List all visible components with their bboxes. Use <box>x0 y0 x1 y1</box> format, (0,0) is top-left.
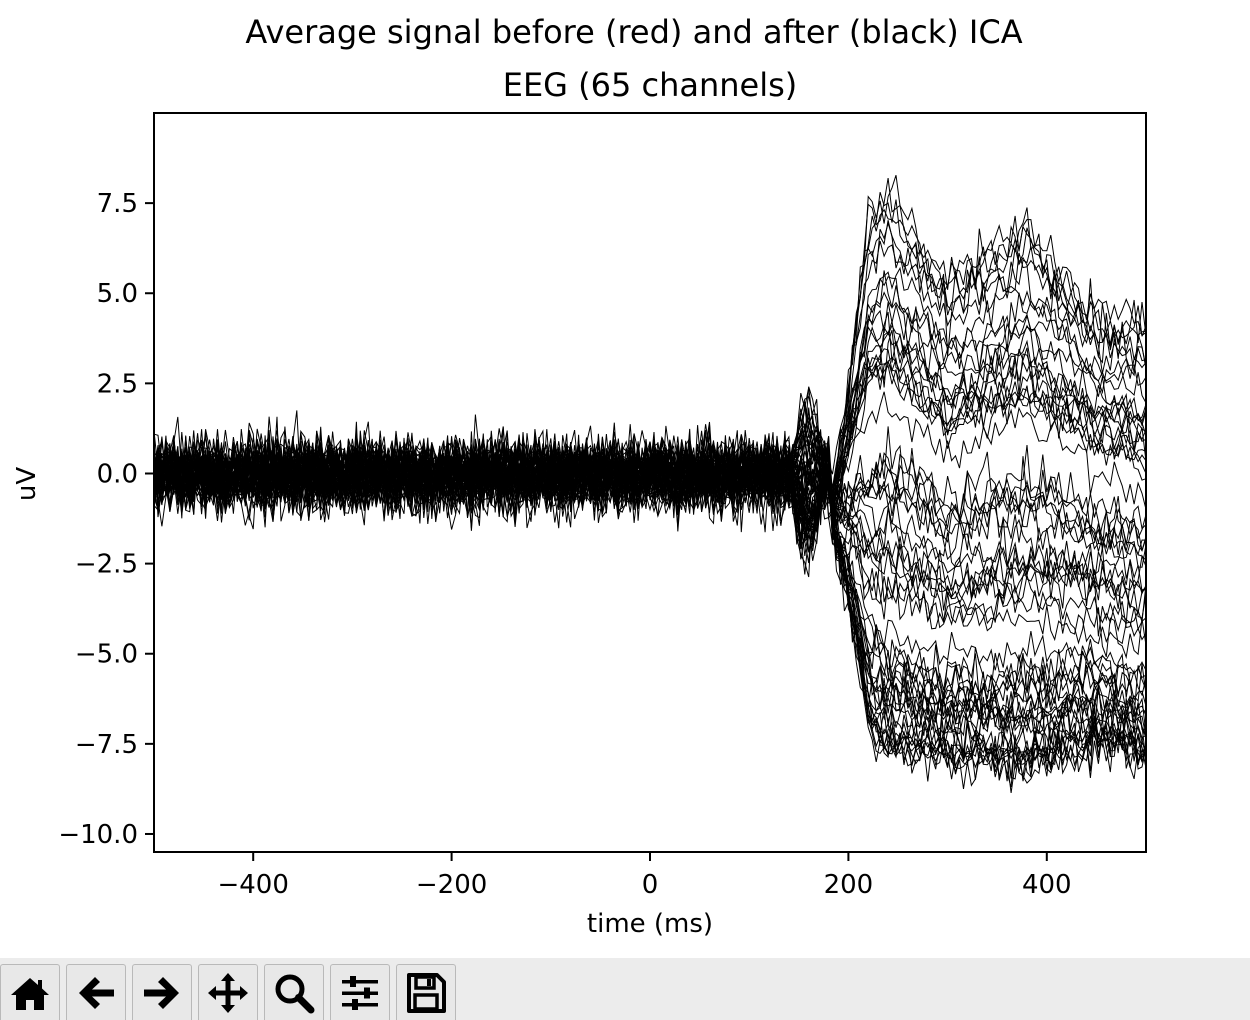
forward-button[interactable] <box>132 964 192 1020</box>
channel-trace <box>153 416 1147 553</box>
chart: Average signal before (red) and after (b… <box>12 13 1147 939</box>
y-tick-label: −7.5 <box>75 730 138 760</box>
save-button[interactable] <box>396 964 456 1020</box>
arrow-left-icon <box>79 976 114 1009</box>
x-tick-label: 0 <box>642 870 659 900</box>
channel-trace <box>153 437 1147 784</box>
y-axis-label: uV <box>12 467 42 501</box>
figure: Average signal before (red) and after (b… <box>12 13 1147 939</box>
y-axis-ticks: 7.5 5.0 2.5 0.0 −2.5 −5.0 −7.5 −10.0 <box>58 189 154 850</box>
channel-trace <box>153 429 1147 625</box>
y-tick-label: 0.0 <box>97 459 138 489</box>
sliders-icon <box>342 975 378 1010</box>
configure-button[interactable] <box>330 964 390 1020</box>
y-tick-label: 5.0 <box>97 279 138 309</box>
y-tick-label: 2.5 <box>97 369 138 399</box>
chart-suptitle: Average signal before (red) and after (b… <box>245 13 1022 51</box>
arrow-right-icon <box>144 976 179 1009</box>
y-tick-label: −2.5 <box>75 550 138 580</box>
chart-title: EEG (65 channels) <box>503 66 798 104</box>
x-axis-ticks: −400 −200 0 200 400 <box>217 852 1072 900</box>
y-tick-label: −5.0 <box>75 640 138 670</box>
search-icon <box>275 974 315 1013</box>
channel-trace <box>153 421 1147 788</box>
channel-trace <box>153 436 1147 782</box>
plot-traces <box>153 175 1147 793</box>
y-tick-label: −10.0 <box>58 820 138 850</box>
x-tick-label: 400 <box>1022 870 1072 900</box>
pan-button[interactable] <box>198 964 258 1020</box>
toolbar <box>0 958 1250 1020</box>
back-button[interactable] <box>66 964 126 1020</box>
move-icon <box>208 972 248 1013</box>
x-tick-label: −200 <box>416 870 487 900</box>
x-tick-label: −400 <box>217 870 288 900</box>
zoom-button[interactable] <box>264 964 324 1020</box>
save-icon <box>407 972 446 1013</box>
y-tick-label: 7.5 <box>97 189 138 219</box>
x-tick-label: 200 <box>824 870 874 900</box>
x-axis-label: time (ms) <box>587 909 713 939</box>
channel-trace <box>153 441 1147 778</box>
home-icon <box>11 977 49 1010</box>
home-button[interactable] <box>0 964 60 1020</box>
